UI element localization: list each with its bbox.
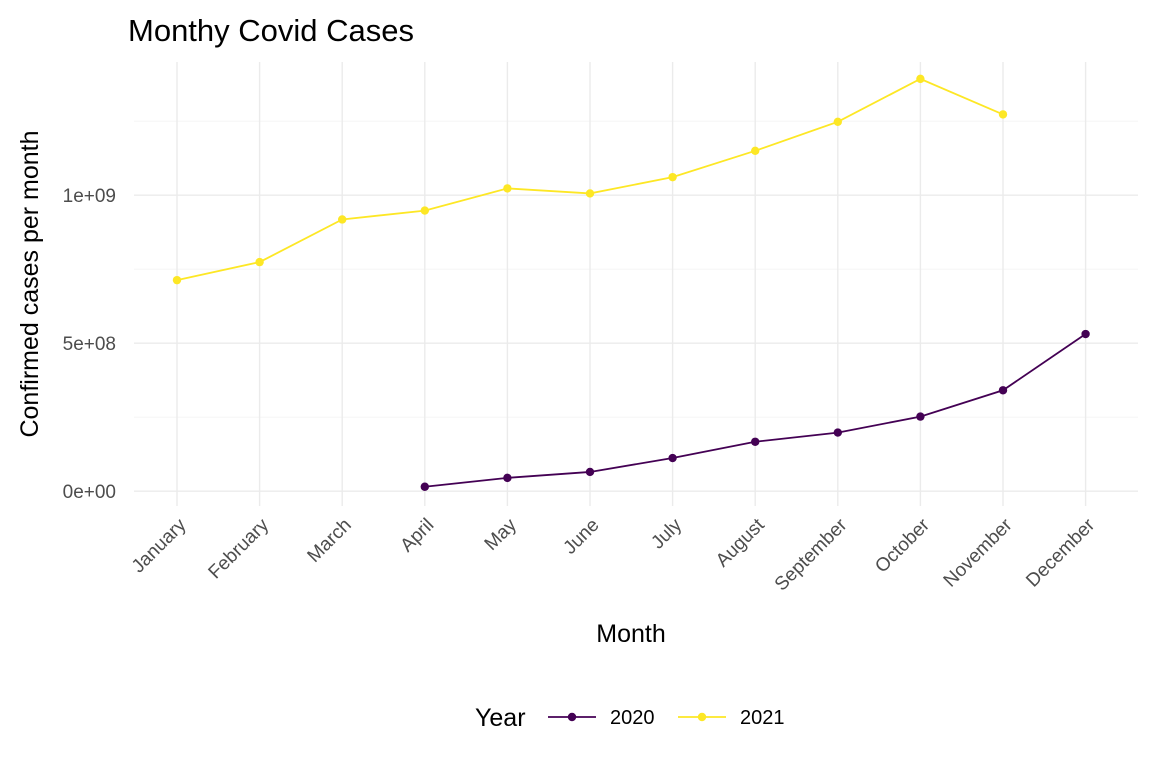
x-tick-label: August: [712, 514, 769, 571]
data-point: [751, 437, 760, 446]
legend-key-point: [697, 712, 707, 722]
series-2021: [172, 74, 1008, 285]
data-point: [255, 257, 264, 267]
legend-item-2020: 2020: [548, 707, 655, 729]
series-layer: [172, 74, 1090, 491]
data-point: [998, 386, 1008, 395]
x-tick-label: February: [205, 514, 274, 583]
y-tick-label: 5e+08: [63, 334, 116, 355]
x-tick-label: April: [397, 515, 439, 557]
data-point: [833, 428, 842, 437]
x-tick-label: November: [940, 514, 1017, 591]
data-point: [338, 215, 347, 224]
x-tick-label: July: [647, 514, 686, 553]
y-tick-label: 0e+00: [63, 482, 116, 503]
data-point: [585, 467, 595, 477]
legend-label: 2020: [610, 707, 655, 729]
x-tick-label: May: [481, 514, 522, 555]
x-tick-label: January: [128, 514, 191, 577]
data-point: [916, 74, 925, 84]
x-axis-ticks: January February March April May June July Augu…: [128, 514, 1100, 595]
data-point: [172, 275, 182, 285]
x-tick-label: December: [1022, 514, 1099, 591]
data-point: [585, 189, 595, 198]
x-tick-label: September: [771, 514, 852, 595]
data-point: [998, 110, 1008, 119]
data-point: [668, 172, 677, 182]
data-point: [503, 473, 512, 483]
series-2020: [420, 329, 1090, 491]
y-axis-ticks: 0e+00 5e+08 1e+09: [63, 186, 116, 503]
legend-item-2021: 2021: [678, 707, 785, 729]
x-tick-label: June: [560, 515, 604, 559]
data-point: [503, 184, 512, 193]
legend-title: Year: [475, 704, 526, 732]
legend-label: 2021: [740, 707, 785, 729]
x-tick-label: October: [871, 514, 934, 577]
y-axis-title: Confirmed cases per month: [16, 130, 44, 437]
grid: [134, 62, 1138, 506]
y-tick-label: 1e+09: [63, 186, 116, 207]
data-point: [833, 117, 842, 126]
data-point: [1081, 329, 1090, 339]
data-point: [916, 412, 925, 421]
x-axis-title: Month: [596, 620, 665, 648]
x-tick-label: March: [304, 515, 356, 567]
legend-key-point: [567, 712, 577, 722]
data-point: [420, 206, 429, 215]
chart-title: Monthy Covid Cases: [128, 13, 414, 48]
data-point: [751, 146, 760, 155]
legend: Year 2020 2021: [475, 704, 785, 732]
data-point: [668, 453, 677, 463]
data-point: [420, 482, 429, 491]
